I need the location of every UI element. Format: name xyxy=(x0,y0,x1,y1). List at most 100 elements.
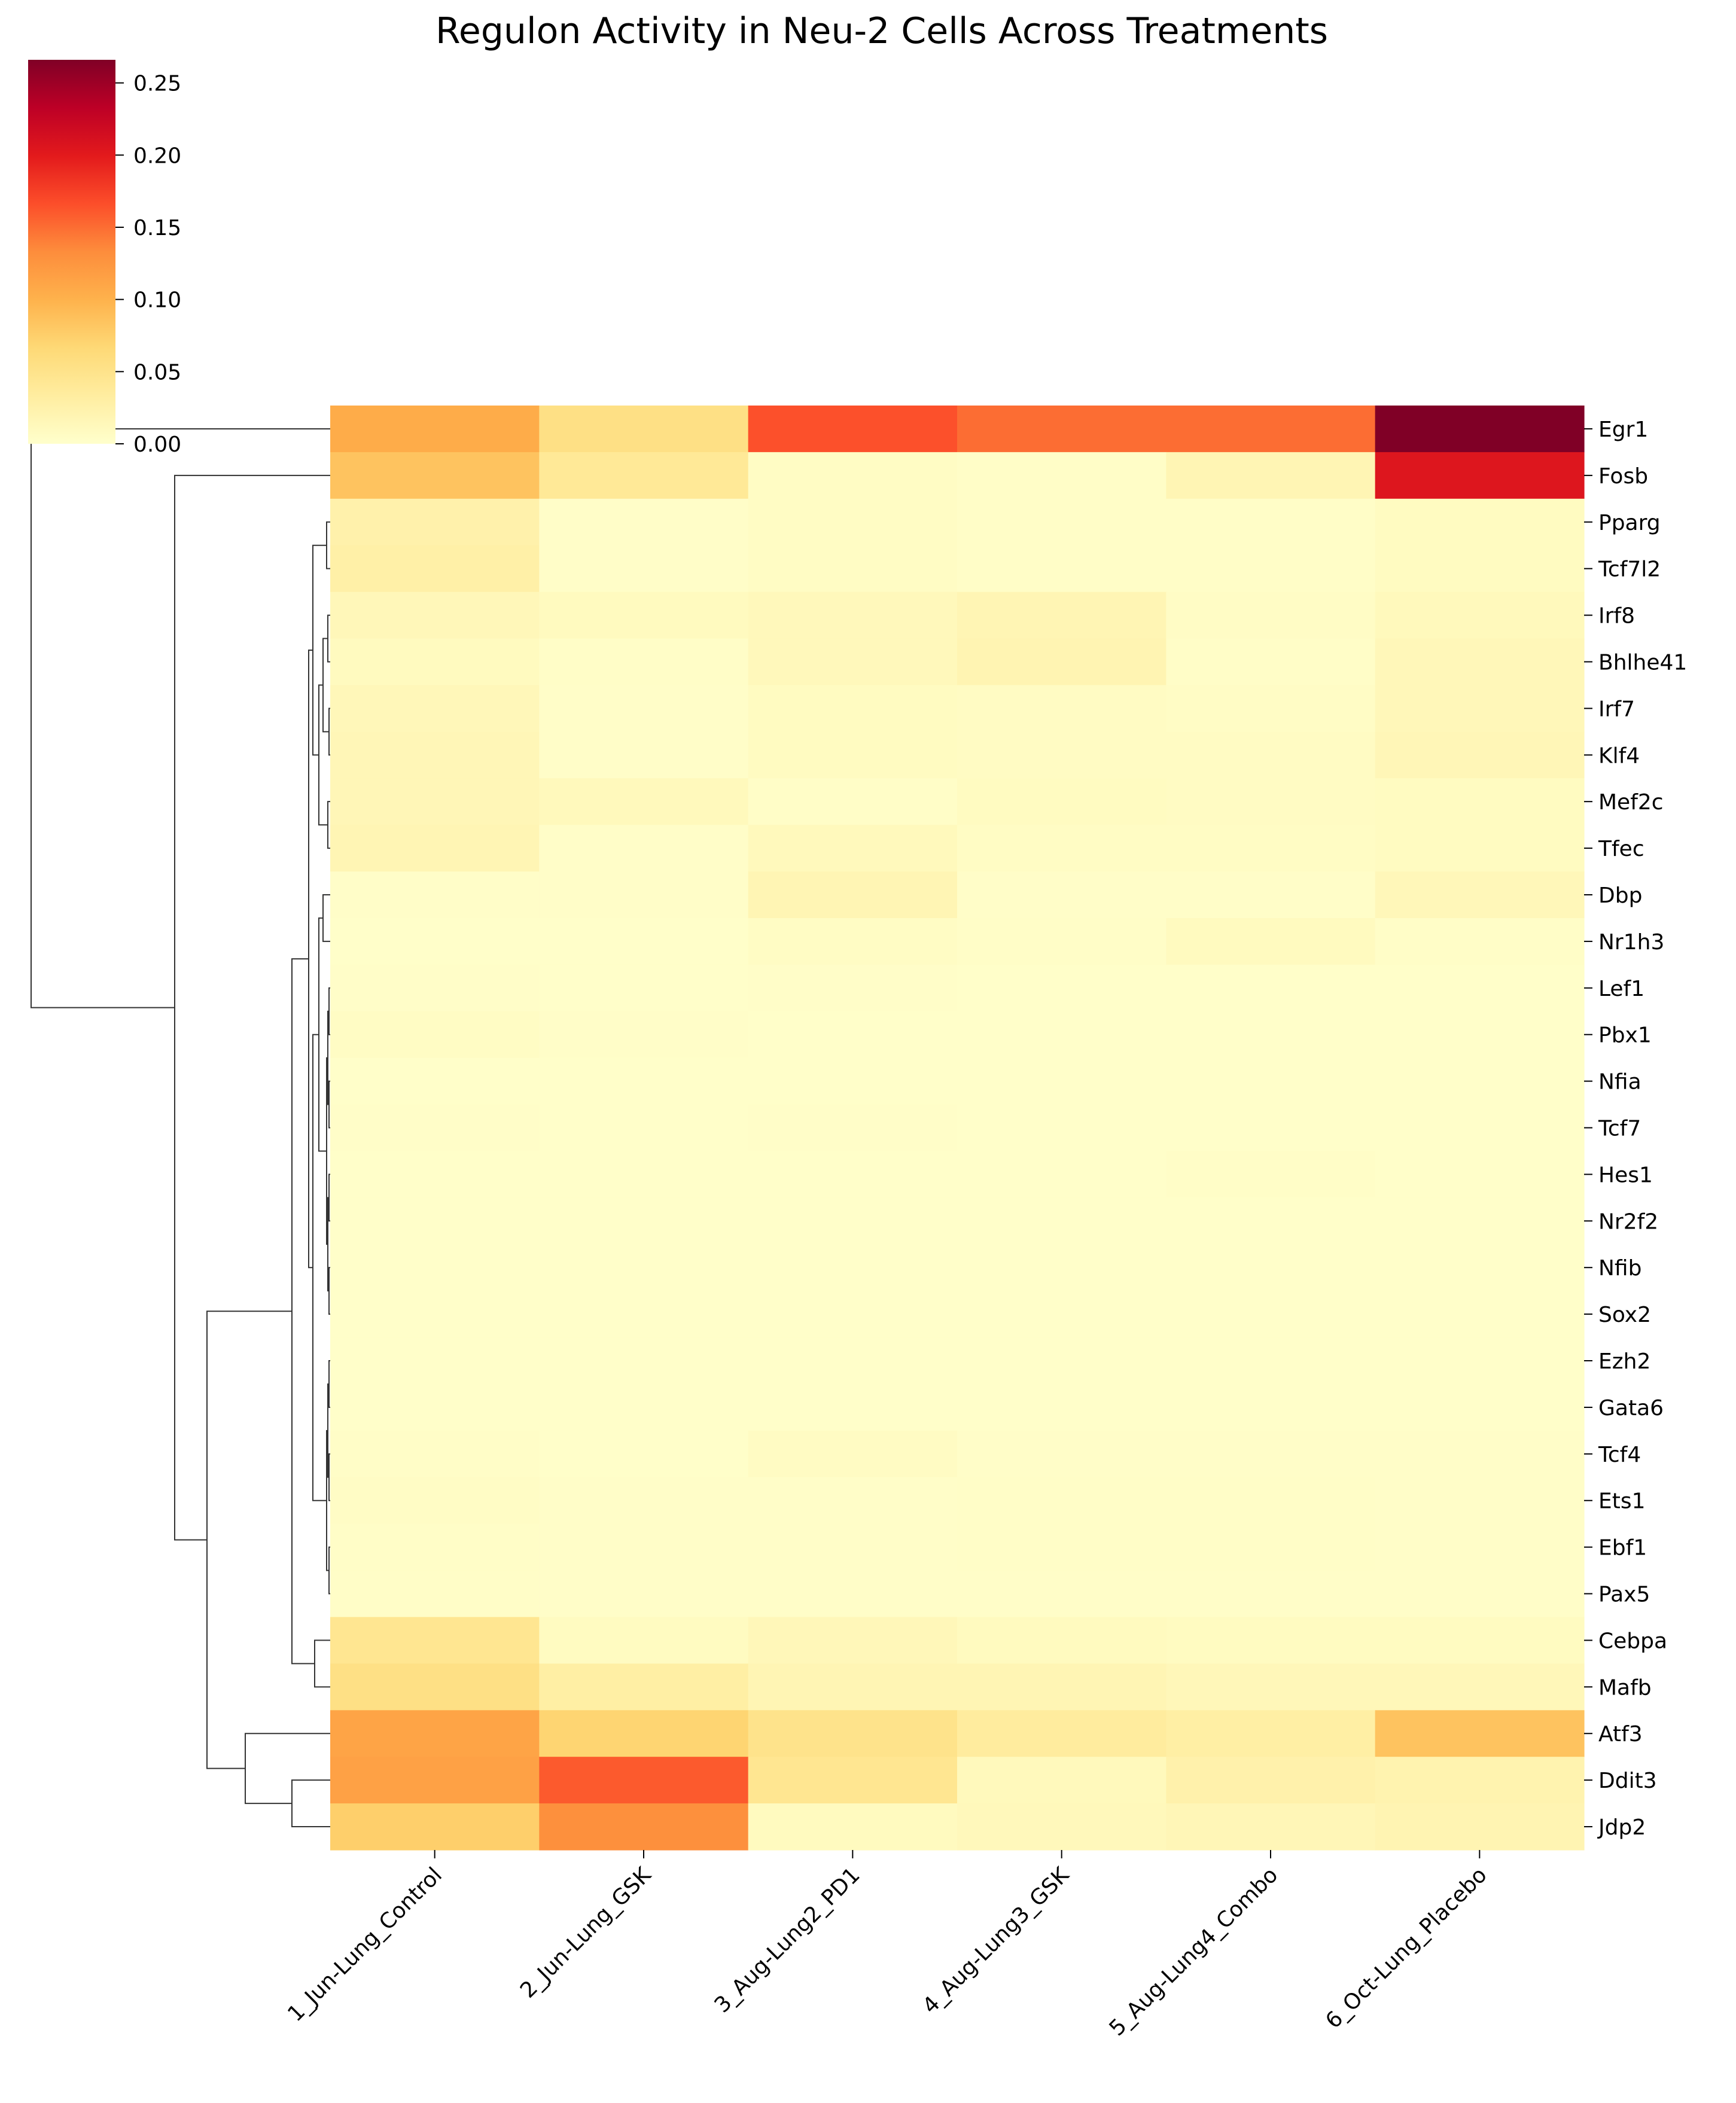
heatmap-cell xyxy=(957,732,1167,779)
heatmap-cell xyxy=(1375,778,1585,825)
heatmap-cell xyxy=(748,1011,958,1059)
heatmap-cell xyxy=(1375,1803,1585,1851)
heatmap-cell xyxy=(1375,918,1585,965)
heatmap-cell xyxy=(957,1197,1167,1245)
heatmap-cell xyxy=(330,1011,540,1059)
heatmap-cell xyxy=(330,545,540,593)
heatmap-cell xyxy=(957,638,1167,686)
heatmap-cell xyxy=(748,778,958,825)
row-label: Egr1 xyxy=(1598,417,1648,442)
row-label: Sox2 xyxy=(1598,1303,1651,1327)
row-label: Fosb xyxy=(1598,464,1648,489)
row-label: Nfib xyxy=(1598,1256,1641,1281)
dendrogram-link xyxy=(31,428,330,1008)
colorbar-tick-label: 0.00 xyxy=(133,432,181,457)
heatmap-cell xyxy=(748,871,958,919)
heatmap-cell xyxy=(539,1197,749,1245)
heatmap-cell xyxy=(957,685,1167,732)
heatmap-cell xyxy=(539,1244,749,1291)
heatmap-cell xyxy=(1375,1523,1585,1571)
heatmap-cell xyxy=(539,685,749,732)
heatmap-cell xyxy=(539,1523,749,1571)
heatmap-cell xyxy=(330,1710,540,1757)
heatmap-cell xyxy=(1166,778,1376,825)
heatmap-cell xyxy=(957,406,1167,453)
heatmap-cells xyxy=(330,406,1585,1851)
heatmap-cell xyxy=(330,918,540,965)
heatmap-cell xyxy=(1375,1291,1585,1338)
heatmap-cell xyxy=(957,545,1167,593)
heatmap-cell xyxy=(539,638,749,686)
heatmap-cell xyxy=(748,1570,958,1618)
heatmap-cell xyxy=(957,1803,1167,1851)
heatmap-cell xyxy=(330,1057,540,1105)
heatmap-cell xyxy=(539,732,749,779)
row-label: Mafb xyxy=(1598,1675,1652,1700)
heatmap-cell xyxy=(957,1383,1167,1431)
heatmap-cell xyxy=(957,1057,1167,1105)
heatmap-cell xyxy=(748,732,958,779)
heatmap-cell xyxy=(330,1663,540,1711)
colorbar-tick-label: 0.25 xyxy=(133,72,181,96)
heatmap-cell xyxy=(1166,964,1376,1012)
colorbar-gradient xyxy=(28,60,115,444)
heatmap-cell xyxy=(1375,964,1585,1012)
heatmap-cell xyxy=(1166,1291,1376,1338)
heatmap-cell xyxy=(957,1477,1167,1525)
heatmap-cell xyxy=(330,964,540,1012)
heatmap-cell xyxy=(748,452,958,499)
heatmap-cell xyxy=(748,1057,958,1105)
heatmap-cell xyxy=(1375,1337,1585,1385)
heatmap-cell xyxy=(748,1383,958,1431)
heatmap-cell xyxy=(957,778,1167,825)
heatmap-cell xyxy=(1166,1011,1376,1059)
colorbar-tick-label: 0.10 xyxy=(133,288,181,313)
heatmap-cell xyxy=(748,1803,958,1851)
heatmap-cell xyxy=(1375,1104,1585,1152)
heatmap-cell xyxy=(1166,1803,1376,1851)
heatmap-cell xyxy=(1375,1057,1585,1105)
heatmap-cell xyxy=(957,1663,1167,1711)
heatmap-cell xyxy=(1166,1617,1376,1664)
heatmap-cell xyxy=(748,1617,958,1664)
heatmap-cell xyxy=(539,1430,749,1478)
heatmap-cell xyxy=(1166,732,1376,779)
heatmap-cell xyxy=(957,1011,1167,1059)
heatmap-cell xyxy=(330,638,540,686)
heatmap-cell xyxy=(748,1197,958,1245)
heatmap-cell xyxy=(539,778,749,825)
heatmap-cell xyxy=(1166,825,1376,872)
heatmap-cell xyxy=(1375,1244,1585,1291)
heatmap-cell xyxy=(539,592,749,639)
heatmap-cell xyxy=(539,1803,749,1851)
row-dendrogram xyxy=(31,428,330,1828)
heatmap-cell xyxy=(330,1104,540,1152)
row-label: Cebpa xyxy=(1598,1629,1667,1653)
heatmap-cell xyxy=(957,1710,1167,1757)
heatmap-cell xyxy=(330,1617,540,1664)
heatmap-cell xyxy=(539,918,749,965)
heatmap-cell xyxy=(957,1291,1167,1338)
heatmap-cell xyxy=(330,406,540,453)
heatmap-cell xyxy=(1166,638,1376,686)
colorbar: 0.00 0.05 0.10 0.15 0.20 0.25 xyxy=(28,60,181,457)
heatmap-cell xyxy=(957,1617,1167,1664)
heatmap-cell xyxy=(1166,1570,1376,1618)
heatmap-cell xyxy=(1166,685,1376,732)
heatmap-cell xyxy=(1166,871,1376,919)
heatmap-cell xyxy=(539,406,749,453)
heatmap-cell xyxy=(1166,1151,1376,1198)
row-label: Ebf1 xyxy=(1598,1536,1647,1561)
heatmap-cell xyxy=(1166,1383,1376,1431)
heatmap-cell xyxy=(539,1011,749,1059)
row-label: Klf4 xyxy=(1598,743,1640,768)
row-label: Gata6 xyxy=(1598,1396,1664,1421)
heatmap-cell xyxy=(330,1757,540,1804)
row-label: Jdp2 xyxy=(1597,1815,1646,1840)
heatmap-cell xyxy=(748,1430,958,1478)
heatmap-cell xyxy=(957,825,1167,872)
heatmap-cell xyxy=(539,1151,749,1198)
heatmap-cell xyxy=(748,1663,958,1711)
heatmap-cell xyxy=(539,1477,749,1525)
row-label: Dbp xyxy=(1598,883,1642,908)
